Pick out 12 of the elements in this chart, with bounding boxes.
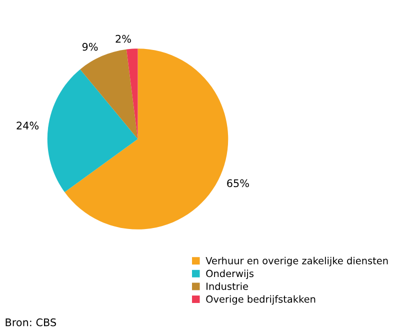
pie-slice (126, 48, 138, 139)
legend-label: Onderwijs (206, 270, 254, 280)
legend-label: Overige bedrijfstakken (206, 295, 316, 305)
data-label: 65% (227, 179, 249, 188)
data-label: 2% (116, 34, 131, 43)
legend-label: Industrie (206, 282, 248, 290)
pie-slice (47, 69, 138, 192)
data-label: 9% (82, 42, 98, 51)
text: Bron: CBS (6, 318, 56, 326)
pie-slice (80, 49, 138, 139)
legend-label: Verhuur en overige zakelijke diensten (206, 256, 388, 266)
data-label: 24% (16, 122, 39, 130)
